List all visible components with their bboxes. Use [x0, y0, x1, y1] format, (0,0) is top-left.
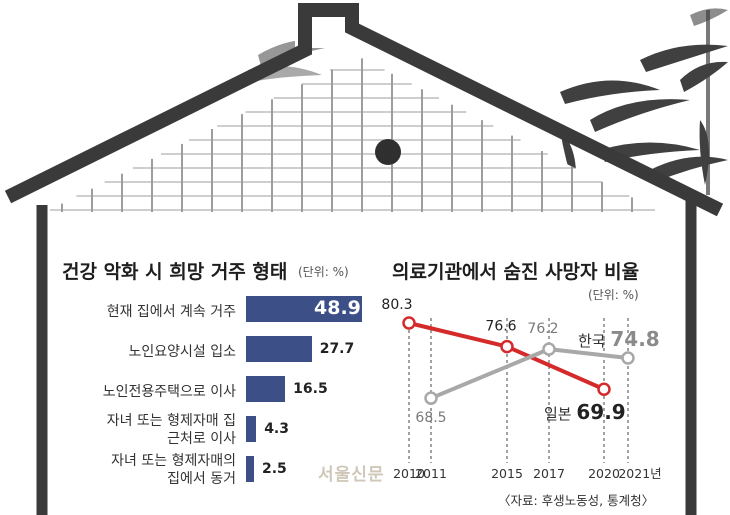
bar-category-label: 현재 집에서 계속 거주 [106, 304, 236, 320]
roof-window-panel [45, 28, 660, 212]
series-point [424, 391, 438, 405]
line-chart-title: 의료기관에서 숨진 사망자 비율 [392, 261, 640, 283]
source-note: 〈자료: 후생노동성, 통계청〉 [498, 493, 655, 508]
series-point [597, 382, 611, 396]
series-point [621, 351, 635, 365]
round-window [375, 139, 401, 165]
bar-category-label-line: 집에서 동거 [167, 471, 236, 487]
data-label: 80.3 [381, 297, 412, 313]
x-tick-label: 2020 [588, 466, 620, 481]
bamboo-leaves-icon [248, 8, 728, 195]
bar [246, 376, 286, 402]
series-point [402, 316, 416, 330]
bar [246, 336, 312, 362]
series-name: 일본 [544, 405, 576, 423]
x-tick-label: 2017 [533, 466, 565, 481]
data-label: 76.6 [485, 319, 516, 335]
data-label: 68.5 [415, 410, 446, 426]
bar-value-label: 2.5 [262, 461, 287, 477]
bar-category-label-line: 자녀 또는 형제자매 집 [106, 413, 236, 429]
bar-chart-title: 건강 악화 시 희망 거주 형태 [62, 261, 288, 283]
x-tick-label: 2010 [393, 466, 425, 481]
series-end-value: 74.8 [610, 327, 659, 351]
x-tick-label: 2011 [415, 466, 447, 481]
bar-category-label-line: 자녀 또는 형제자매의 [111, 453, 236, 469]
bar-value-label: 4.3 [264, 421, 289, 437]
series-point [500, 339, 514, 354]
x-tick-label: 2015 [491, 466, 523, 481]
bar [246, 456, 254, 482]
bar-value-label: 27.7 [319, 341, 355, 357]
series-point [542, 342, 556, 356]
bar-category-label-line: 근처로 이사 [167, 431, 236, 447]
series-end-label: 한국 74.8 [578, 327, 660, 351]
line-chart-unit: (단위: %) [588, 288, 639, 302]
bar [246, 416, 257, 442]
bar-value-label: 48.9 [314, 297, 361, 319]
series-end-value: 69.9 [576, 400, 625, 424]
data-label: 76.2 [527, 321, 558, 337]
watermark-logo: 서울신문 [318, 465, 385, 485]
series-end-label: 일본 69.9 [544, 400, 626, 424]
bar-value-label: 16.5 [293, 381, 328, 397]
roof-outline [4, 3, 724, 217]
x-tick-label: 2021년 [618, 466, 661, 481]
bar-category-label: 노인전용주택으로 이사 [102, 384, 236, 400]
bar [246, 296, 362, 322]
bar-category-label: 노인요양시설 입소 [128, 344, 237, 360]
series-name: 한국 [578, 332, 610, 350]
bar-chart-unit: (단위: %) [298, 265, 349, 279]
